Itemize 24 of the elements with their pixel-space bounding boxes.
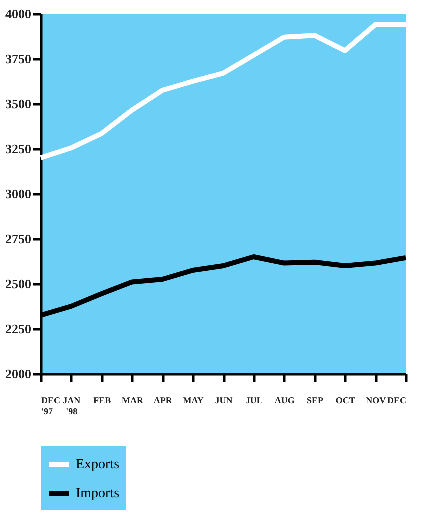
x-tick-label: FEB [94,396,112,406]
x-tick-label: JUL [246,396,263,406]
x-tick-label: APR [154,396,173,406]
x-tick-label: JAN '98 [63,396,82,416]
x-tick-label: MAY [183,396,204,406]
x-tick-label: OCT [336,396,356,406]
legend-label: Exports [76,458,120,472]
x-tick-label: JUN [215,396,234,406]
y-tick-label: 3750 [6,52,32,66]
y-tick-label: 2000 [6,366,32,382]
x-tick-label: SEP [306,396,324,406]
y-tick-label: 3000 [6,186,32,202]
y-tick-label: 2750 [6,232,32,246]
x-tick-label: MAR [122,396,144,406]
y-tick-label: 2250 [6,322,32,336]
y-tick-label: 3500 [6,96,32,112]
x-tick-label: DEC '97 [42,396,61,416]
x-tick-label: AUG [274,396,295,406]
y-tick-label: 2500 [6,276,32,292]
x-tick-label: NOV [366,396,387,406]
y-tick-label: 3250 [6,142,32,156]
y-tick-label: 4000 [6,6,32,22]
legend-label: Imports [76,486,120,502]
x-tick-label: DEC [387,396,406,406]
